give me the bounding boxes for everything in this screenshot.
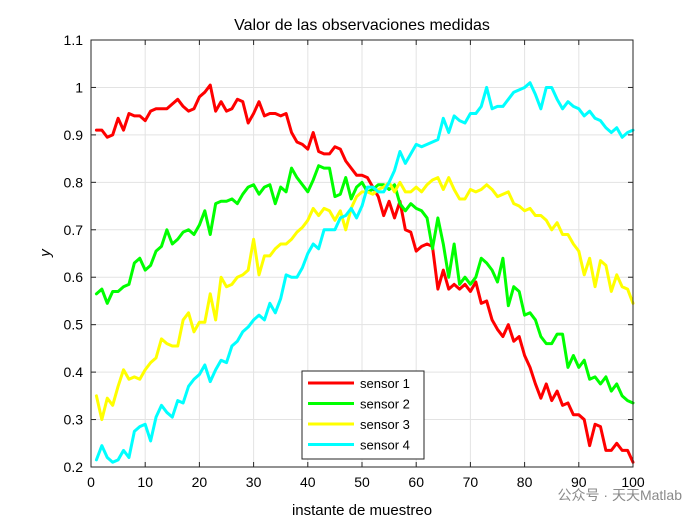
chart-title: Valor de las observaciones medidas <box>234 17 490 34</box>
series-line-sensor-4 <box>94 81 635 464</box>
watermark: 公众号 · 天天Matlab <box>558 487 683 503</box>
x-tick-label: 90 <box>571 474 587 490</box>
y-tick-label: 0.3 <box>64 412 84 428</box>
y-axis: 0.2 0.3 0.4 0.5 0.6 0.7 0.8 0.9 1 1.1 <box>64 32 633 475</box>
y-tick-label: 0.9 <box>64 127 84 143</box>
x-tick-label: 60 <box>408 474 424 490</box>
y-tick-label: 0.4 <box>64 364 84 380</box>
x-tick-label: 70 <box>463 474 479 490</box>
x-tick-label: 80 <box>517 474 533 490</box>
legend: sensor 1 sensor 2 sensor 3 sensor 4 <box>301 370 425 460</box>
series-group <box>94 81 635 464</box>
y-tick-label: 0.8 <box>64 174 84 190</box>
y-tick-label: 1 <box>75 79 83 95</box>
x-tick-label: 40 <box>300 474 316 490</box>
y-tick-label: 0.5 <box>64 317 84 333</box>
series-line-sensor-1 <box>94 83 635 464</box>
y-tick-label: 1.1 <box>64 32 84 48</box>
x-tick-label: 50 <box>354 474 370 490</box>
series-line-sensor-2 <box>94 164 635 405</box>
y-tick-label: 0.2 <box>64 459 84 475</box>
x-axis: 0 10 20 30 40 50 60 70 80 90 100 <box>87 40 645 490</box>
x-tick-label: 10 <box>137 474 153 490</box>
y-axis-label: y <box>37 248 54 258</box>
legend-label: sensor 3 <box>360 417 410 432</box>
x-tick-label: 20 <box>192 474 208 490</box>
x-tick-label: 0 <box>87 474 95 490</box>
legend-label: sensor 1 <box>360 376 410 391</box>
legend-label: sensor 4 <box>360 438 410 453</box>
y-tick-label: 0.6 <box>64 269 84 285</box>
x-tick-label: 100 <box>621 474 645 490</box>
x-tick-label: 30 <box>246 474 262 490</box>
x-axis-label: instante de muestreo <box>292 502 432 519</box>
y-tick-label: 0.7 <box>64 222 84 238</box>
legend-label: sensor 2 <box>360 397 410 412</box>
